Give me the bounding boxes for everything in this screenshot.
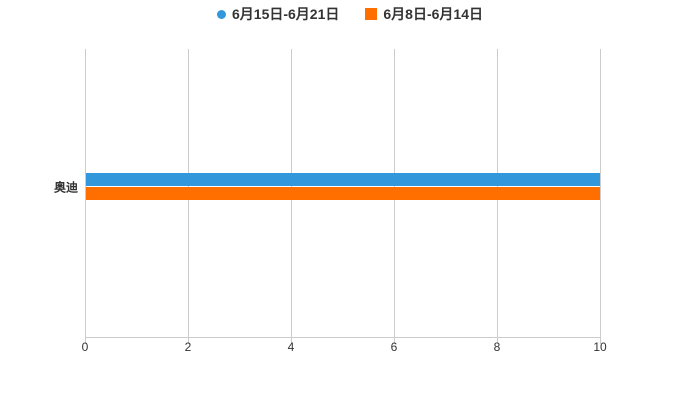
x-tick-label: 6 bbox=[390, 340, 398, 354]
x-tick-label: 8 bbox=[493, 340, 501, 354]
gridline bbox=[600, 49, 601, 337]
x-tick-label: 2 bbox=[184, 340, 192, 354]
x-tick-label: 10 bbox=[593, 340, 607, 354]
legend-item-week-current[interactable]: 6月15日-6月21日 bbox=[217, 6, 339, 22]
legend-circle-marker-icon bbox=[217, 9, 226, 19]
x-tick-label: 4 bbox=[287, 340, 295, 354]
x-axis-tick bbox=[188, 338, 189, 344]
gridline bbox=[85, 49, 86, 337]
x-axis-tick bbox=[85, 338, 86, 344]
x-axis-tick bbox=[291, 338, 292, 344]
x-tick-label: 0 bbox=[81, 340, 89, 354]
x-axis-line bbox=[85, 337, 601, 338]
legend-item-week-previous[interactable]: 6月8日-6月14日 bbox=[365, 6, 483, 22]
bar-series-1[interactable] bbox=[86, 187, 600, 200]
x-axis-tick bbox=[497, 338, 498, 344]
legend-square-marker-icon bbox=[365, 8, 378, 20]
x-axis-tick bbox=[394, 338, 395, 344]
legend-label: 6月15日-6月21日 bbox=[232, 6, 340, 22]
bar-series-0[interactable] bbox=[86, 173, 600, 186]
legend-label: 6月8日-6月14日 bbox=[383, 6, 483, 22]
legend: 6月15日-6月21日 6月8日-6月14日 bbox=[0, 6, 700, 22]
x-axis-tick bbox=[600, 338, 601, 344]
y-axis-category-label: 奥迪 bbox=[53, 180, 78, 195]
